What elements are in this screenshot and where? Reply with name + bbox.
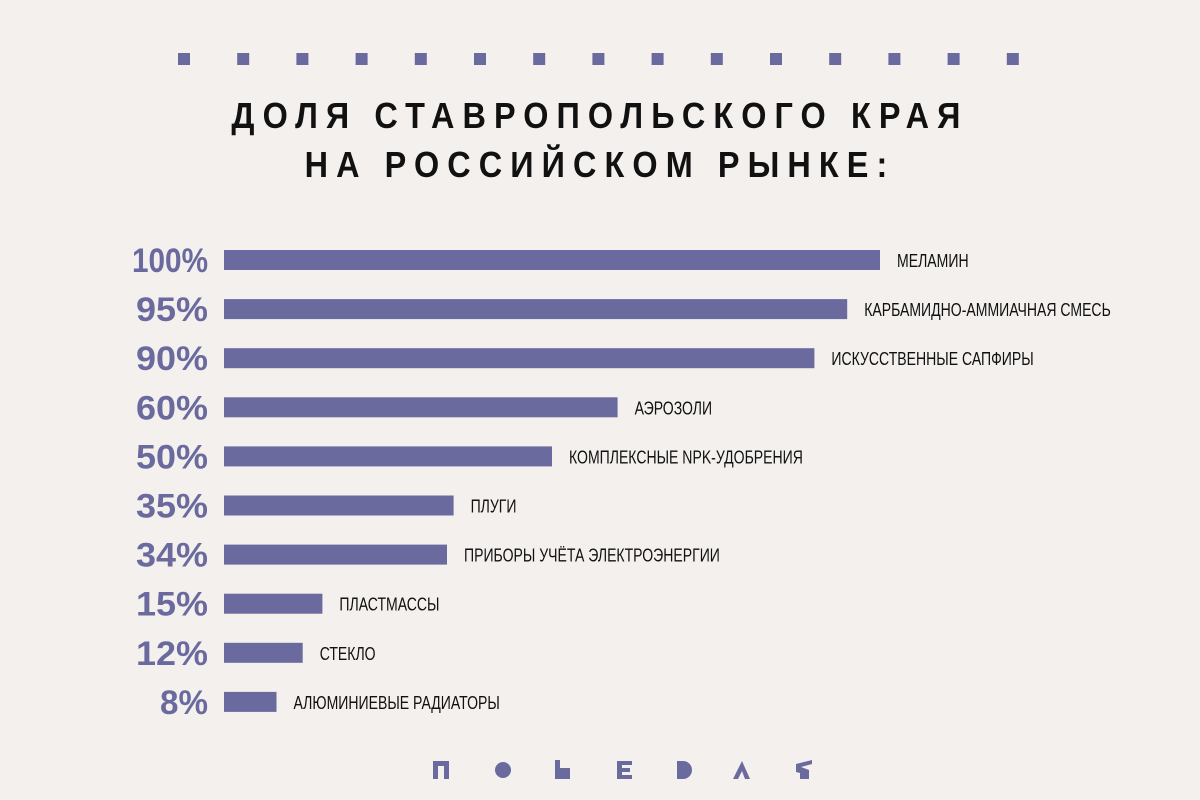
bar xyxy=(224,250,880,270)
category-label: КОМПЛЕКСНЫЕ NPK-УДОБРЕНИЯ xyxy=(569,447,803,467)
decorative-dot xyxy=(355,53,368,65)
value-label: 34% xyxy=(136,537,208,575)
category-label: КАРБАМИДНО-АММИАЧНАЯ СМЕСЬ xyxy=(864,300,1111,320)
value-label: 12% xyxy=(136,635,208,673)
value-label: 90% xyxy=(136,340,208,378)
bar xyxy=(224,348,815,369)
decorative-dot xyxy=(592,53,605,65)
bar xyxy=(224,495,454,516)
decorative-dot xyxy=(533,53,546,65)
category-label: МЕЛАМИН xyxy=(897,251,969,271)
bar xyxy=(224,446,552,467)
category-label: ПРИБОРЫ УЧЁТА ЭЛЕКТРОЭНЕРГИИ xyxy=(464,546,720,566)
category-label: СТЕКЛО xyxy=(320,644,376,664)
decorative-dot xyxy=(710,53,723,65)
decorative-dot xyxy=(414,53,427,65)
value-label: 50% xyxy=(136,438,208,476)
decorative-dot xyxy=(651,53,664,65)
decorative-dot xyxy=(829,53,842,65)
category-label: ПЛУГИ xyxy=(471,497,517,517)
decorative-dot xyxy=(296,53,309,65)
bar xyxy=(224,544,447,565)
decorative-dot xyxy=(178,53,190,65)
value-label: 35% xyxy=(136,488,208,526)
logo-glyphs xyxy=(433,760,812,779)
value-label: 60% xyxy=(136,389,208,427)
decorative-dot xyxy=(1006,53,1019,65)
category-label: ИСКУССТВЕННЫЕ САПФИРЫ xyxy=(831,349,1033,369)
category-label: ПЛАСТМАССЫ xyxy=(339,595,439,615)
bar xyxy=(224,593,323,614)
decorative-dot-row xyxy=(178,53,1019,65)
decorative-dot xyxy=(237,53,250,65)
bar xyxy=(224,397,618,418)
bar xyxy=(224,299,848,320)
decorative-dot xyxy=(947,53,960,65)
value-label: 8% xyxy=(160,684,208,722)
value-label: 15% xyxy=(136,586,208,624)
category-label: АЛЮМИНИЕВЫЕ РАДИАТОРЫ xyxy=(294,693,500,713)
decorative-dot xyxy=(888,53,901,65)
value-label: 95% xyxy=(136,291,208,329)
bar xyxy=(224,642,303,663)
category-label: АЭРОЗОЛИ xyxy=(635,398,713,418)
chart-title-line-2: НА РОССИЙСКОМ РЫНКЕ: xyxy=(304,144,896,185)
decorative-dot xyxy=(770,53,782,65)
value-label: 100% xyxy=(132,242,208,280)
bar xyxy=(224,691,277,712)
chart-title-line-1: ДОЛЯ СТАВРОПОЛЬСКОГО КРАЯ xyxy=(231,95,969,136)
decorative-dot xyxy=(474,53,486,65)
pobeda-logo xyxy=(433,760,812,779)
